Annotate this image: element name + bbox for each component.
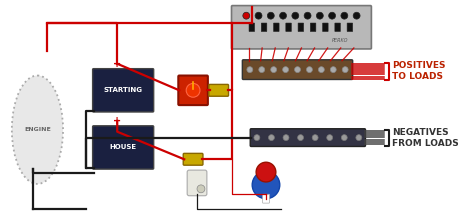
FancyBboxPatch shape <box>347 23 353 31</box>
Circle shape <box>256 162 276 182</box>
FancyBboxPatch shape <box>209 85 228 96</box>
Circle shape <box>186 83 200 97</box>
Circle shape <box>268 135 274 140</box>
Text: PERKO: PERKO <box>332 38 348 43</box>
FancyBboxPatch shape <box>183 153 203 165</box>
Circle shape <box>259 67 264 73</box>
Circle shape <box>247 67 253 73</box>
FancyBboxPatch shape <box>92 126 154 169</box>
FancyBboxPatch shape <box>263 194 269 203</box>
FancyBboxPatch shape <box>250 129 365 147</box>
Circle shape <box>271 67 277 73</box>
Circle shape <box>342 67 348 73</box>
Circle shape <box>307 67 312 73</box>
FancyBboxPatch shape <box>273 23 279 31</box>
Circle shape <box>304 12 311 19</box>
Circle shape <box>243 12 250 19</box>
Text: NEGATIVES
FROM LOADS: NEGATIVES FROM LOADS <box>392 128 459 148</box>
Text: +: + <box>113 59 121 69</box>
FancyBboxPatch shape <box>249 23 255 31</box>
Circle shape <box>292 12 299 19</box>
Text: HOUSE: HOUSE <box>109 145 137 151</box>
Circle shape <box>254 135 260 140</box>
Text: POSITIVES
TO LOADS: POSITIVES TO LOADS <box>392 61 446 81</box>
FancyBboxPatch shape <box>178 76 208 105</box>
Circle shape <box>341 135 347 140</box>
Circle shape <box>319 67 324 73</box>
Circle shape <box>328 12 336 19</box>
Circle shape <box>280 12 286 19</box>
FancyBboxPatch shape <box>335 23 340 31</box>
Circle shape <box>327 135 333 140</box>
Circle shape <box>283 67 289 73</box>
Circle shape <box>255 12 262 19</box>
FancyBboxPatch shape <box>242 60 353 79</box>
Text: ENGINE: ENGINE <box>24 127 51 132</box>
FancyBboxPatch shape <box>298 23 304 31</box>
Circle shape <box>294 67 301 73</box>
Circle shape <box>267 12 274 19</box>
Circle shape <box>312 135 318 140</box>
Text: +: + <box>113 116 121 126</box>
Circle shape <box>341 12 348 19</box>
Ellipse shape <box>12 76 63 184</box>
FancyBboxPatch shape <box>286 23 292 31</box>
FancyBboxPatch shape <box>231 6 372 49</box>
Circle shape <box>252 171 280 199</box>
Circle shape <box>316 12 323 19</box>
Circle shape <box>298 135 303 140</box>
FancyBboxPatch shape <box>187 170 207 196</box>
Circle shape <box>353 12 360 19</box>
FancyBboxPatch shape <box>92 69 154 112</box>
Circle shape <box>197 185 205 193</box>
Text: STARTING: STARTING <box>104 87 143 93</box>
FancyBboxPatch shape <box>310 23 316 31</box>
FancyBboxPatch shape <box>261 23 267 31</box>
Circle shape <box>330 67 336 73</box>
Circle shape <box>356 135 362 140</box>
Circle shape <box>283 135 289 140</box>
FancyBboxPatch shape <box>323 23 328 31</box>
